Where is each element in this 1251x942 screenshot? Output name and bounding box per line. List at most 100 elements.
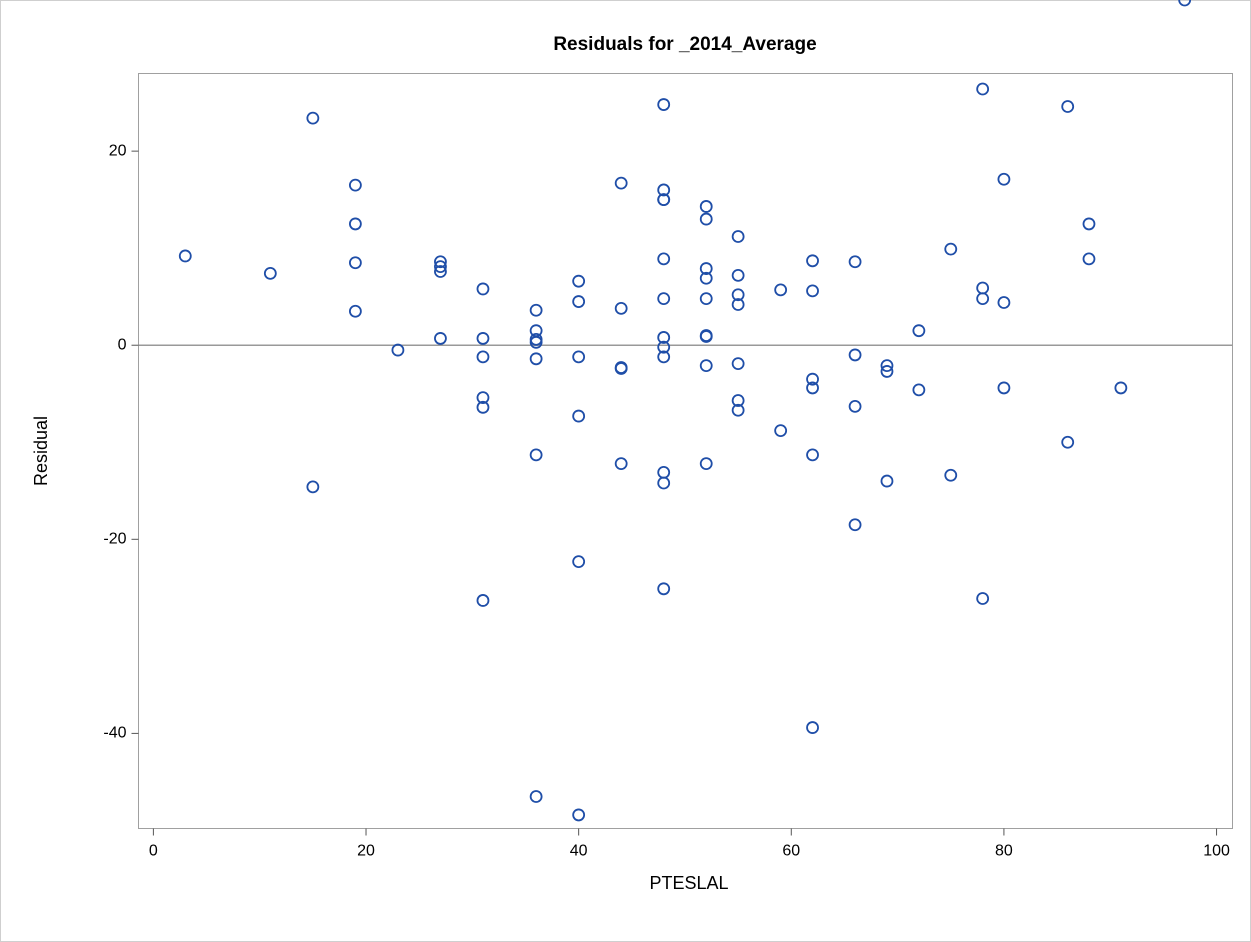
x-tick-label: 40 — [570, 843, 588, 860]
point — [806, 381, 819, 395]
point — [976, 592, 990, 605]
point — [572, 350, 586, 364]
point — [178, 249, 192, 263]
point — [1061, 435, 1075, 449]
point — [699, 212, 713, 226]
point — [348, 256, 362, 270]
point — [806, 254, 819, 268]
point — [434, 260, 447, 274]
point — [944, 468, 958, 482]
x-tick-label: 0 — [149, 843, 158, 860]
point — [434, 255, 447, 269]
point — [880, 474, 894, 488]
point — [572, 555, 586, 569]
point — [657, 183, 671, 197]
point — [731, 357, 745, 371]
point — [614, 301, 628, 315]
point — [529, 790, 543, 803]
point — [806, 448, 819, 462]
point — [434, 265, 447, 278]
point — [731, 394, 745, 407]
point — [529, 303, 543, 317]
point — [476, 391, 490, 405]
point — [880, 359, 894, 373]
point — [529, 352, 543, 366]
point — [731, 403, 745, 417]
point — [657, 292, 671, 306]
point — [1082, 217, 1096, 231]
point — [997, 172, 1011, 186]
chart-title: Residuals for _2014_Average — [553, 34, 816, 55]
point — [912, 383, 926, 397]
point — [699, 262, 713, 275]
y-tick-label: 20 — [109, 142, 127, 159]
point — [434, 332, 447, 345]
point — [657, 582, 671, 596]
point — [848, 518, 862, 532]
point — [997, 296, 1011, 309]
point — [614, 457, 628, 471]
point — [731, 230, 745, 243]
point — [699, 292, 713, 306]
point — [912, 324, 926, 338]
point — [657, 252, 671, 266]
x-tick-label: 60 — [782, 843, 800, 860]
point — [657, 98, 671, 111]
point — [348, 178, 362, 192]
point — [348, 304, 362, 318]
point — [997, 381, 1011, 395]
y-tick-label: -20 — [103, 531, 126, 548]
point — [880, 365, 894, 378]
plot-area — [138, 73, 1233, 829]
point — [806, 284, 819, 298]
x-tick-label: 20 — [357, 843, 375, 860]
point — [1178, 0, 1192, 7]
point — [348, 217, 362, 231]
point — [699, 200, 713, 213]
y-axis-label: Residual — [31, 416, 51, 486]
point — [848, 255, 862, 269]
point — [572, 409, 586, 423]
point — [657, 340, 671, 354]
point — [699, 271, 713, 285]
point — [306, 480, 320, 494]
point — [806, 372, 819, 386]
point — [731, 288, 745, 302]
point — [944, 242, 958, 256]
point — [1082, 252, 1096, 266]
point — [529, 335, 543, 349]
point — [614, 362, 628, 375]
point — [731, 268, 745, 282]
point — [774, 424, 788, 438]
point — [657, 331, 671, 344]
point — [657, 476, 671, 490]
point — [976, 82, 990, 96]
point — [657, 193, 671, 207]
point — [731, 298, 745, 311]
y-tick-label: -40 — [103, 725, 126, 742]
point — [848, 399, 862, 413]
point — [263, 267, 277, 280]
point — [1114, 381, 1128, 395]
point — [774, 283, 788, 297]
point — [572, 274, 586, 288]
point — [476, 332, 490, 345]
point — [476, 594, 490, 607]
point — [572, 808, 586, 822]
x-tick-label: 80 — [995, 843, 1013, 860]
point — [572, 295, 586, 308]
point — [806, 721, 819, 734]
point — [699, 330, 713, 343]
x-axis-label: PTESLAL — [649, 873, 728, 893]
point — [976, 292, 990, 306]
point — [1061, 100, 1075, 113]
point — [699, 457, 713, 471]
point — [306, 111, 320, 125]
point — [699, 359, 713, 373]
y-tick-label: 0 — [118, 336, 127, 353]
point — [848, 348, 862, 362]
point — [476, 350, 490, 364]
point — [529, 448, 543, 462]
